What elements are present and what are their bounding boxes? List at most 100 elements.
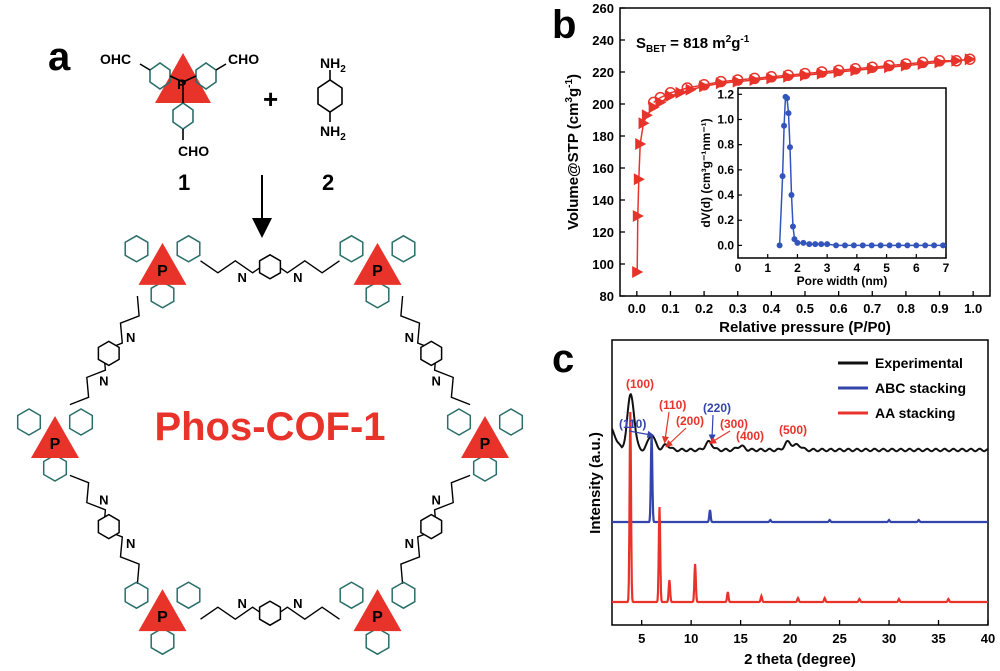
aryl-ring (365, 627, 390, 656)
y-tick-label: 100 (592, 257, 614, 272)
imine-nitrogen: N (405, 536, 414, 551)
inset-y-tick-label: 0.8 (717, 138, 734, 152)
x-tick-label: 0.2 (695, 301, 713, 316)
y-tick-label: 240 (592, 33, 614, 48)
monomer-2-number: 2 (322, 170, 334, 195)
pxrd-line-experimental (611, 392, 989, 453)
monomer2-amine-bottom: NH2 (320, 123, 346, 143)
peak-arrow (628, 430, 655, 438)
psd-point (787, 144, 793, 151)
psd-point (841, 242, 848, 249)
aryl-ring (150, 627, 175, 656)
y-tick-label: 160 (592, 161, 614, 176)
phosphorus-label: P (372, 609, 383, 626)
psd-point (913, 242, 920, 249)
monomer-1-structure: P OHC CHO CHO 1 (100, 51, 259, 195)
psd-point (794, 239, 801, 246)
desorption-point (883, 59, 895, 72)
desorption-point (933, 55, 946, 67)
psd-point (824, 241, 831, 248)
desorption-point (816, 66, 828, 78)
psd-point (779, 173, 786, 180)
imine-nitrogen: N (99, 493, 108, 508)
phenylene-ring (420, 513, 443, 540)
adsorption-point (632, 266, 644, 278)
aryl-ring (339, 581, 364, 610)
panel-c-pxrd: c 5 10 15 20 25 30 35 40 (100) (110) (110) (200)(2… (552, 337, 995, 668)
imine-nitrogen: N (405, 330, 414, 345)
peak-label: (300) (720, 417, 748, 431)
panel-c-label: c (552, 337, 574, 381)
psd-point (940, 242, 947, 249)
phosphorus-label: P (157, 263, 168, 280)
aryl-ring (150, 280, 175, 309)
inset-xlabel: Pore width (nm) (797, 274, 888, 288)
monomer1-ald-left: OHC (100, 51, 131, 67)
psd-point (931, 242, 938, 249)
phosphine-triangle (31, 416, 79, 458)
x-tick-label: 0.6 (830, 301, 848, 316)
phosphine-triangle (353, 242, 402, 285)
aryl-ring (472, 454, 498, 482)
phosphine-triangle (138, 589, 187, 632)
peak-label: (110) (619, 417, 646, 431)
panel-a-label: a (48, 35, 71, 79)
psd-point (776, 242, 783, 249)
desorption-point (832, 64, 845, 77)
inset-y-tick-label: 1.0 (717, 112, 734, 126)
panel-b-label: b (552, 3, 576, 47)
inset-x-tick-label: 2 (794, 261, 801, 275)
x-tick-label: 0.5 (796, 301, 814, 316)
phosphine-triangle (138, 242, 187, 285)
inset-x-tick-label: 7 (943, 261, 950, 275)
psd-point (868, 242, 875, 249)
x-tick-label: 0.4 (762, 301, 781, 316)
x-tick-label: 0.0 (628, 301, 646, 316)
imine-nitrogen: N (126, 330, 135, 345)
x-tick-label: 0.9 (931, 301, 949, 316)
y-tick-label: 140 (592, 193, 614, 208)
inset-y-tick-label: 0.6 (717, 163, 734, 177)
psd-point (812, 241, 819, 248)
psd-point (904, 242, 911, 249)
desorption-point (782, 69, 794, 81)
imine-nitrogen: N (238, 270, 247, 285)
aryl-ring (42, 454, 68, 482)
peak-label: (100) (626, 377, 654, 391)
x-tick-label: 35 (931, 631, 945, 646)
pxrd-line-abc-stacking (612, 433, 988, 524)
phosphine-triangle (155, 53, 211, 103)
desorption-point (849, 63, 862, 75)
psd-point (859, 242, 866, 249)
inset-y-tick-label: 1.2 (717, 87, 734, 101)
monomer-1-number: 1 (178, 170, 190, 195)
adsorption-point (964, 53, 976, 66)
x-tick-label: 15 (733, 631, 747, 646)
panel-b-isotherm: b 0.0 0.1 0.2 0.3 0.4 0.5 0.6 0.7 0.8 0.9 1.080100… (552, 1, 991, 336)
x-tick-label: 0.1 (661, 301, 679, 316)
imine-nitrogen: N (99, 373, 108, 388)
desorption-point (664, 87, 677, 99)
inset-x-tick-label: 6 (913, 261, 920, 275)
psd-point (788, 192, 795, 199)
peak-arrow (708, 430, 731, 444)
imine-nitrogen: N (238, 596, 247, 611)
psd-point (789, 223, 796, 230)
cof-name: Phos-COF-1 (154, 405, 385, 449)
aryl-ring (446, 408, 472, 436)
psd-point (922, 242, 929, 249)
inset-ticks: 0 1 2 3 4 5 6 7 0.0 0.2 0.4 0.6 0.8 1.0 1.2 (717, 87, 949, 275)
x-tick-label: 20 (783, 631, 797, 646)
psd-point (833, 242, 840, 249)
desorption-point (916, 56, 929, 69)
phenylene-ring (97, 513, 120, 540)
psd-point (818, 241, 825, 248)
imine-nitrogen: N (293, 596, 302, 611)
phosphorus-label: P (50, 436, 61, 453)
monomer2-amine-top: NH2 (320, 55, 346, 75)
phenylene-ring (420, 340, 443, 367)
peak-label: (400) (736, 429, 764, 443)
inset-y-tick-label: 0.0 (717, 238, 734, 252)
peak-label: (500) (779, 423, 807, 437)
adsorption-point (635, 138, 647, 150)
